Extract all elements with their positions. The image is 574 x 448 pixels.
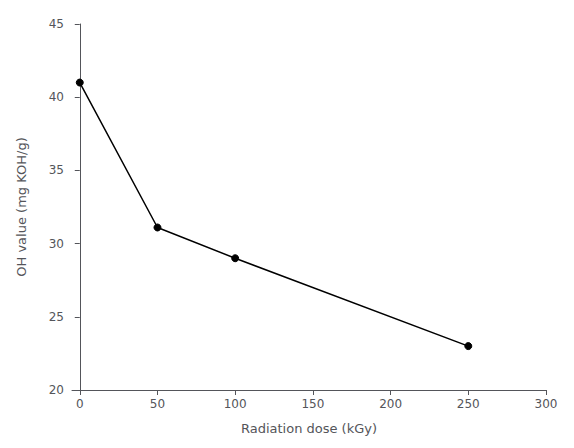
svg-text:45: 45 [49,17,64,31]
svg-text:100: 100 [224,397,247,411]
svg-text:250: 250 [457,397,480,411]
svg-text:Radiation dose (kGy): Radiation dose (kGy) [241,421,377,436]
svg-text:20: 20 [49,383,64,397]
svg-text:OH value (mg KOH/g): OH value (mg KOH/g) [14,137,29,276]
svg-text:35: 35 [49,163,64,177]
svg-text:300: 300 [535,397,558,411]
svg-text:50: 50 [150,397,165,411]
svg-text:0: 0 [76,397,84,411]
svg-text:30: 30 [49,237,64,251]
svg-text:25: 25 [49,310,64,324]
svg-text:40: 40 [49,90,64,104]
svg-text:200: 200 [379,397,402,411]
svg-text:150: 150 [301,397,324,411]
